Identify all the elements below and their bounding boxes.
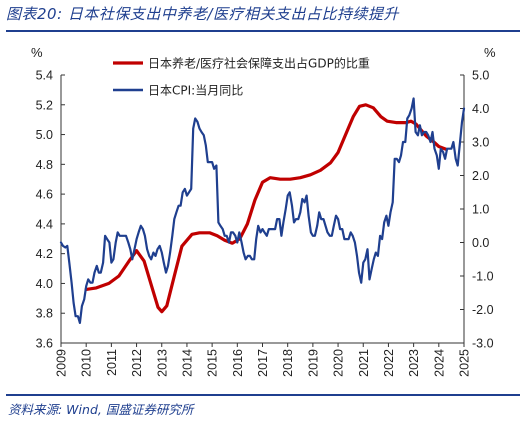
axes: % % 3.6 3.8 4.0 4.2 4.4 4.6 4.8 5.0 5.2 5.4 -3.0 -2.0… <box>31 45 496 377</box>
series-lines <box>59 97 466 324</box>
x-tick-label: 2011 <box>105 349 119 376</box>
left-tick-label: 3.8 <box>36 307 53 321</box>
x-tick-label: 2014 <box>180 349 194 377</box>
right-tick-label: 1.0 <box>472 203 489 217</box>
left-tick-label: 4.2 <box>36 247 53 261</box>
left-tick-label: 5.0 <box>36 128 53 142</box>
left-tick-label: 3.6 <box>36 337 53 351</box>
right-tick-label: -3.0 <box>472 337 494 351</box>
x-tick-label: 2009 <box>55 349 69 377</box>
legend-label-cpi: 日本CPI:当月同比 <box>148 84 243 98</box>
cpi-yoy-line <box>59 97 466 324</box>
left-tick-label: 5.4 <box>36 69 53 83</box>
left-tick-label: 4.0 <box>36 277 53 291</box>
right-tick-label: 3.0 <box>472 136 489 150</box>
x-tick-label: 2019 <box>306 349 320 377</box>
right-tick-label: 0.0 <box>472 236 489 250</box>
left-axis-unit: % <box>31 45 43 60</box>
figure-title: 图表20: 日本社保支出中养老/医疗相关支出占比持续提升 <box>6 5 399 23</box>
x-tick-label: 2013 <box>155 349 169 377</box>
title-rule <box>6 30 520 32</box>
source-rule <box>6 394 520 396</box>
left-tick-label: 5.2 <box>36 98 53 112</box>
x-tick-label: 2022 <box>382 349 396 377</box>
x-tick-label: 2023 <box>407 349 421 377</box>
left-tick-label: 4.8 <box>36 158 53 172</box>
x-tick-label: 2012 <box>130 349 144 377</box>
x-tick-label: 2015 <box>206 349 220 377</box>
right-tick-label: -2.0 <box>472 303 494 317</box>
x-tick-label: 2018 <box>281 349 295 377</box>
legend-label-pension-medical: 日本养老/医疗社会保障支出占GDP的比重 <box>148 56 370 71</box>
x-tick-label: 2025 <box>458 349 472 377</box>
pension-medical-share-line <box>84 103 448 314</box>
x-tick-label: 2010 <box>80 349 94 377</box>
left-tick-label: 4.6 <box>36 188 53 202</box>
x-tick-label: 2024 <box>432 349 446 377</box>
left-tick-label: 4.4 <box>36 217 53 231</box>
right-axis-unit: % <box>484 45 496 60</box>
right-tick-label: -1.0 <box>472 270 494 284</box>
x-tick-label: 2021 <box>357 349 371 377</box>
x-tick-label: 2016 <box>231 349 245 377</box>
source-note: 资料来源: Wind, 国盛证券研究所 <box>8 402 194 417</box>
x-tick-label: 2017 <box>256 349 270 377</box>
right-tick-label: 2.0 <box>472 169 489 183</box>
x-tick-label: 2020 <box>332 349 346 377</box>
right-tick-label: 5.0 <box>472 69 489 83</box>
right-tick-label: 4.0 <box>472 102 489 116</box>
